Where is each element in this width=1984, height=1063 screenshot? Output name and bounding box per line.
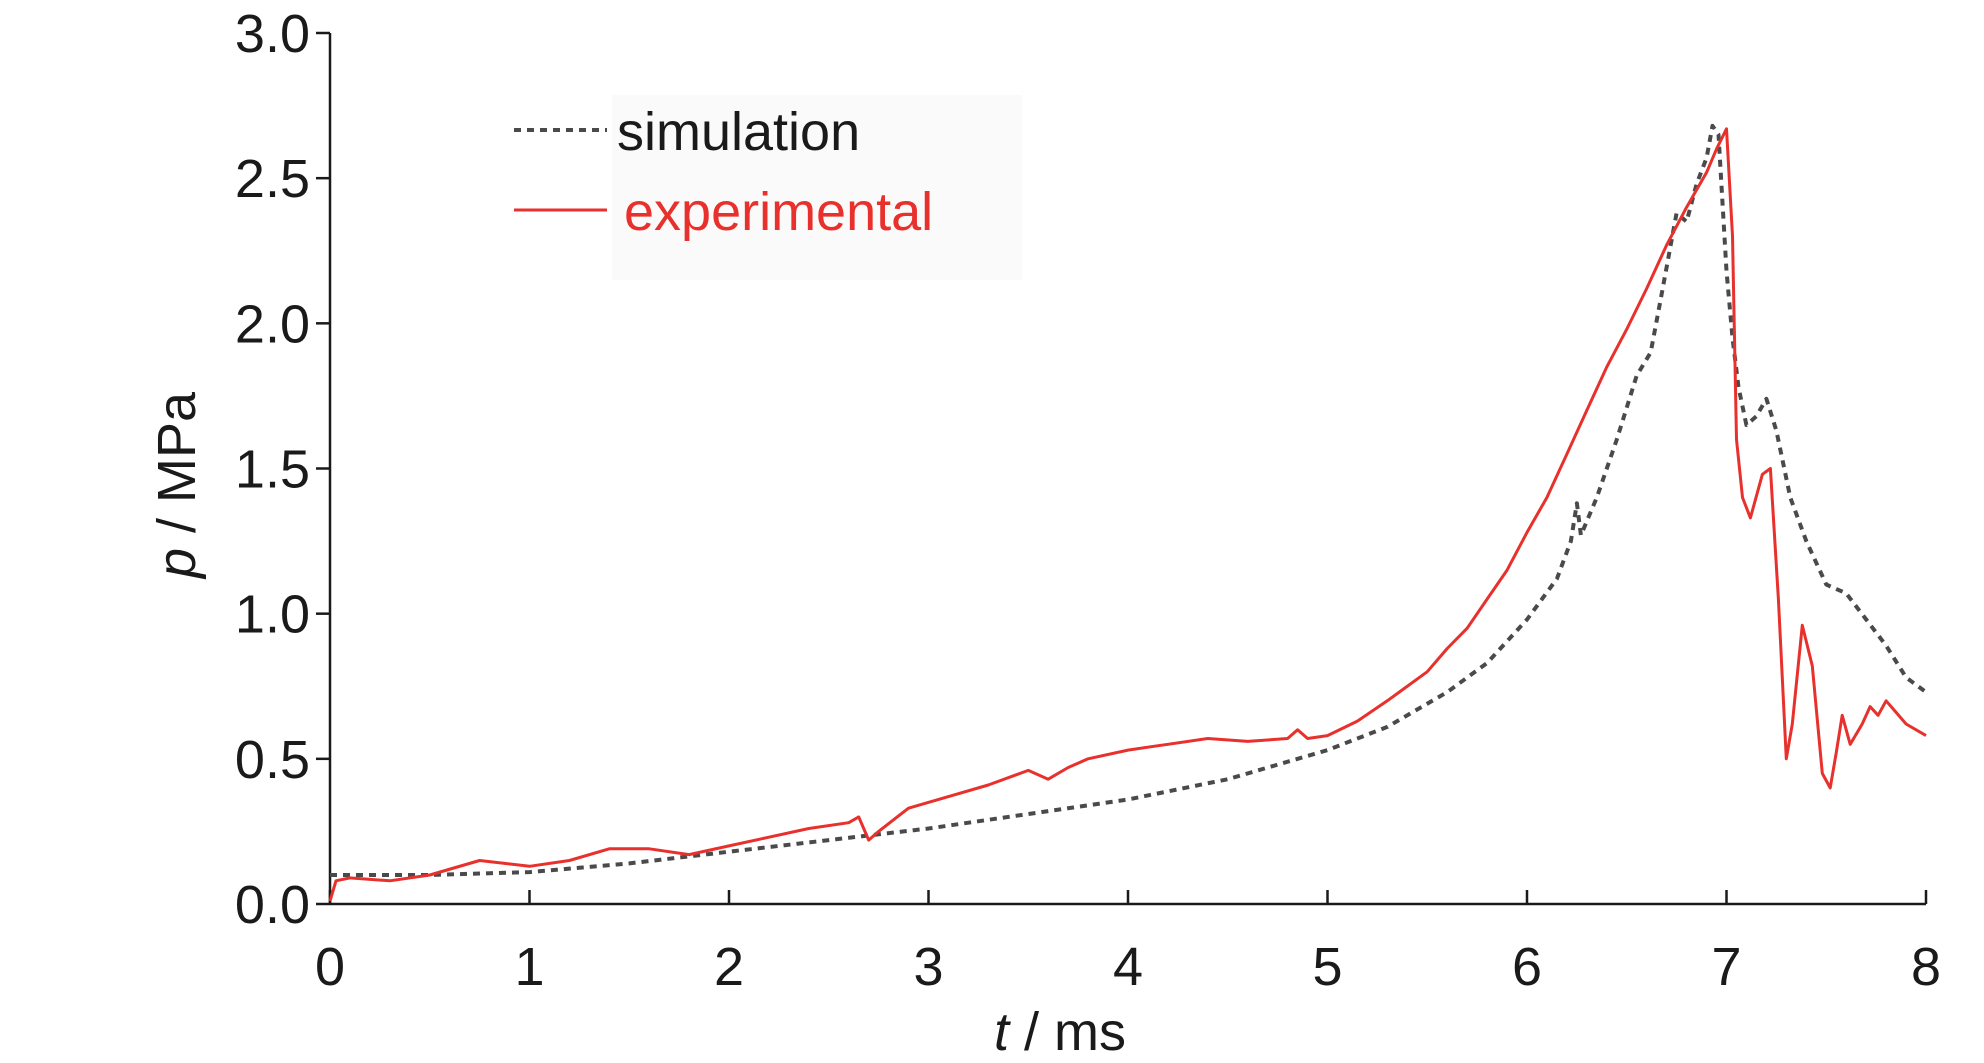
x-tick-label: 5 xyxy=(1312,937,1342,997)
y-axis-ticks: 0.0 0.5 1.0 1.5 2.0 2.5 3.0 xyxy=(235,4,330,935)
legend: simulation experimental xyxy=(514,95,1022,280)
y-tick-label: 0.0 xyxy=(235,875,310,935)
y-axis-variable: p xyxy=(147,548,207,580)
y-tick-label: 2.5 xyxy=(235,149,310,209)
x-tick-label: 1 xyxy=(514,937,544,997)
y-tick-label: 1.0 xyxy=(235,585,310,645)
x-axis-variable: t xyxy=(994,1002,1011,1062)
series-layer xyxy=(328,123,1928,902)
x-tick-label: 6 xyxy=(1512,937,1542,997)
x-axis-unit: / ms xyxy=(1009,1002,1126,1062)
x-tick-label: 2 xyxy=(714,937,744,997)
legend-background xyxy=(612,95,1022,280)
legend-label-simulation: simulation xyxy=(617,102,860,162)
series-line-simulation xyxy=(330,123,1928,877)
y-tick-label: 1.5 xyxy=(235,440,310,500)
x-tick-label: 3 xyxy=(913,937,943,997)
y-tick-label: 0.5 xyxy=(235,730,310,790)
x-axis-ticks: 0 1 2 3 4 5 6 7 8 xyxy=(315,890,1941,997)
y-tick-label: 3.0 xyxy=(235,4,310,64)
y-axis-title: p / MPa xyxy=(147,391,207,580)
x-tick-label: 4 xyxy=(1113,937,1143,997)
legend-label-experimental: experimental xyxy=(624,182,933,242)
y-tick-label: 2.0 xyxy=(235,294,310,354)
y-axis-unit: / MPa xyxy=(147,391,207,548)
x-tick-label: 7 xyxy=(1711,937,1741,997)
series-line-experimental xyxy=(328,127,1927,902)
x-axis-title: t / ms xyxy=(994,1002,1126,1062)
x-tick-label: 0 xyxy=(315,937,345,997)
x-tick-label: 8 xyxy=(1911,937,1941,997)
